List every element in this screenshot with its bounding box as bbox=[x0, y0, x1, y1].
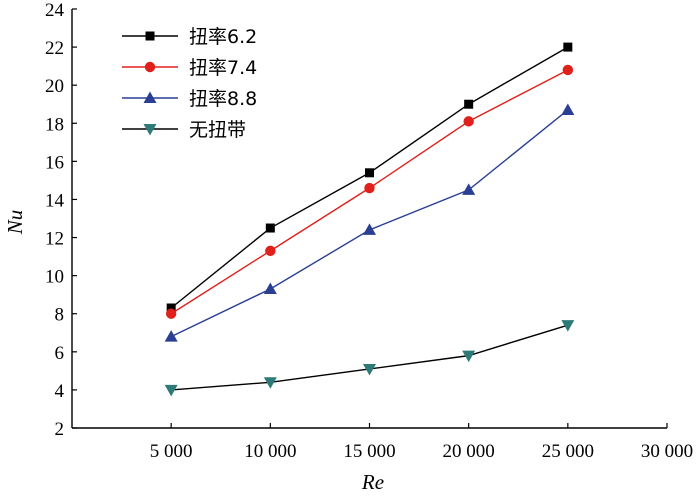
legend-item: 扭率7.4 bbox=[122, 57, 257, 79]
legend-item: 扭率8.8 bbox=[122, 88, 257, 110]
y-tick-label: 16 bbox=[45, 152, 64, 173]
y-tick-label: 24 bbox=[45, 0, 65, 21]
data-point bbox=[263, 377, 277, 389]
data-point bbox=[462, 350, 476, 363]
y-axis-title: Nu bbox=[3, 210, 27, 236]
data-point bbox=[164, 330, 178, 342]
legend-label: 扭率7.4 bbox=[189, 57, 257, 79]
y-tick-label: 10 bbox=[45, 267, 64, 288]
data-point bbox=[263, 282, 277, 294]
data-point bbox=[462, 183, 476, 195]
series-layer bbox=[164, 42, 575, 397]
data-point bbox=[562, 64, 574, 76]
data-point bbox=[165, 308, 177, 319]
legend-label: 无扭带 bbox=[189, 119, 246, 141]
data-point bbox=[166, 303, 176, 313]
series-line bbox=[171, 324, 569, 391]
data-point bbox=[363, 363, 376, 376]
x-tick-label: 5 000 bbox=[150, 441, 193, 462]
x-tick-label: 20 000 bbox=[443, 441, 495, 462]
x-tick-label: 10 000 bbox=[244, 441, 296, 462]
series-group bbox=[166, 42, 573, 313]
series-line bbox=[170, 46, 569, 309]
legend-marker bbox=[143, 124, 157, 136]
data-point bbox=[164, 384, 178, 397]
data-point bbox=[265, 245, 276, 257]
data-point bbox=[364, 182, 375, 194]
y-tick-label: 12 bbox=[45, 229, 64, 250]
y-tick-label: 2 bbox=[55, 419, 65, 440]
data-point bbox=[463, 116, 474, 127]
data-point bbox=[363, 223, 376, 235]
x-tick-label: 15 000 bbox=[343, 441, 395, 462]
data-point bbox=[265, 223, 275, 233]
data-point bbox=[563, 42, 573, 52]
x-tick-label: 30 000 bbox=[641, 441, 693, 462]
y-tick-label: 20 bbox=[45, 76, 64, 97]
legend-marker bbox=[143, 91, 157, 103]
legend-marker bbox=[145, 31, 155, 41]
y-tick-label: 4 bbox=[55, 381, 65, 402]
y-tick-label: 18 bbox=[45, 114, 64, 135]
legend-label: 扭率6.2 bbox=[189, 26, 257, 48]
x-axis-title: Re bbox=[361, 470, 384, 494]
y-tick-label: 22 bbox=[45, 38, 64, 59]
series-line bbox=[170, 109, 569, 338]
legend-marker bbox=[144, 61, 156, 73]
series-group bbox=[164, 103, 575, 342]
data-point bbox=[561, 320, 575, 332]
legend-item: 无扭带 bbox=[122, 119, 246, 141]
data-point bbox=[365, 168, 374, 178]
series-group bbox=[165, 64, 574, 319]
data-point bbox=[561, 103, 575, 115]
series-group bbox=[164, 320, 575, 397]
legend-label: 扭率8.8 bbox=[189, 88, 257, 110]
x-tick-label: 25 000 bbox=[542, 441, 594, 462]
y-tick-label: 6 bbox=[55, 343, 65, 364]
data-point bbox=[464, 99, 474, 109]
y-tick-label: 14 bbox=[45, 190, 65, 211]
legend: 扭率6.2 扭率7.4 扭率8.8 无扭带 bbox=[122, 26, 257, 141]
legend-item: 扭率6.2 bbox=[122, 26, 257, 48]
y-tick-label: 8 bbox=[55, 305, 65, 326]
